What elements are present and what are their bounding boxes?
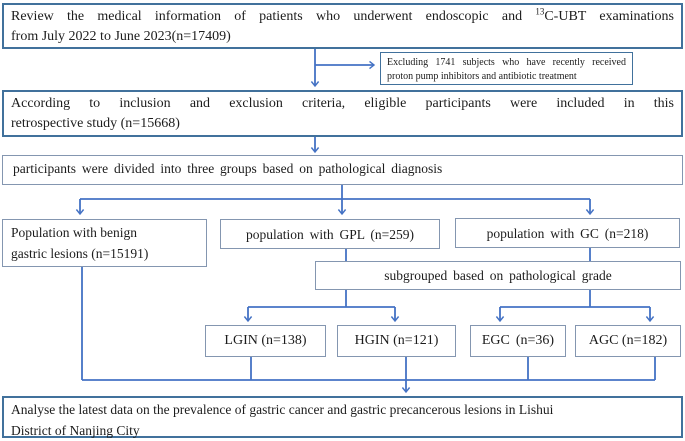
review-text-after: C-UBT examinations: [544, 9, 674, 24]
node-exclusion-line2: proton pump inhibitors and antibiotic tr…: [387, 70, 577, 82]
node-benign-line1: Population with benign: [11, 225, 137, 240]
superscript-13: 13: [535, 6, 545, 17]
node-subgrouped: subgrouped based on pathological grade: [315, 261, 681, 290]
node-exclusion-line1: Excluding 1741 subjects who have recentl…: [387, 57, 626, 68]
node-benign-line2: gastric lesions (n=15191): [11, 246, 149, 261]
node-hgin: HGIN (n=121): [337, 325, 456, 357]
node-lgin: LGIN (n=138): [205, 325, 326, 357]
node-inclusion-line2: retrospective study (n=15668): [11, 116, 180, 131]
node-inclusion-line1: According to inclusion and exclusion cri…: [11, 96, 674, 111]
node-review: Review the medical information of patien…: [2, 3, 683, 49]
node-review-line2: from July 2022 to June 2023(n=17409): [11, 29, 231, 44]
node-exclusion: Excluding 1741 subjects who have recentl…: [380, 52, 633, 85]
node-final-line2: District of Nanjing City: [11, 423, 140, 438]
node-inclusion: According to inclusion and exclusion cri…: [2, 90, 683, 137]
node-egc: EGC (n=36): [470, 325, 566, 357]
node-divided: participants were divided into three gro…: [2, 155, 683, 185]
node-final: Analyse the latest data on the prevalenc…: [2, 396, 683, 438]
review-text-before: Review the medical information of patien…: [11, 9, 536, 24]
node-gpl: population with GPL (n=259): [220, 219, 440, 249]
node-review-line1: Review the medical information of patien…: [11, 7, 674, 27]
node-final-line1: Analyse the latest data on the prevalenc…: [11, 402, 554, 417]
node-benign: Population with benign gastric lesions (…: [2, 219, 207, 267]
node-gc: population with GC (n=218): [455, 218, 680, 248]
node-agc: AGC (n=182): [575, 325, 681, 357]
